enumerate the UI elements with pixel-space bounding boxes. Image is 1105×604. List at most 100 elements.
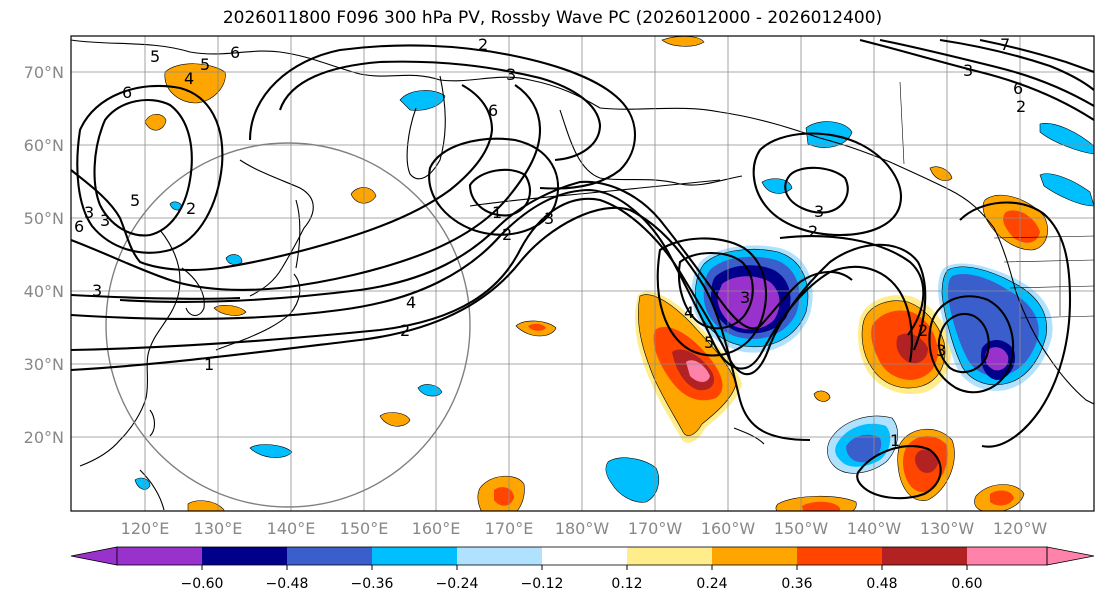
colorbar-segment [627,547,712,565]
latitude-labels: 70°N 60°N 50°N 40°N 30°N 20°N [24,63,64,447]
colorbar-segment [372,547,457,565]
contour-label: 3 [544,209,554,228]
contour-label: 4 [406,293,416,312]
pv-contour-east-arc [959,201,1072,448]
coastline-japan [215,273,301,351]
anomaly-blob-negative [846,434,882,463]
anomaly-blob-positive [915,449,938,473]
contour-label: 6 [122,83,132,102]
pv-contour-north-arc-2 [279,60,602,162]
lat-label: 40°N [24,282,64,301]
pv-contour-siberia-outer [76,84,224,254]
colorbar-segment [202,547,287,565]
pv-contour-pac-3b [656,237,768,357]
coastline-taiwan [149,409,156,437]
anomaly-blob-positive [1003,210,1040,243]
colorbar-segment [117,547,202,565]
coastline-china [79,229,181,467]
pv-contour-siberia-loop [93,98,193,237]
colorbar-extend-low [70,546,118,566]
lon-label: 130°W [920,519,975,538]
anomaly-blob-positive [528,323,546,331]
anomaly-blob-negative [605,457,659,503]
lat-label: 70°N [24,63,64,82]
coastline-korea [181,267,205,317]
contour-label-layer: 6 5 4 6 2 3 6 1 2 3 5 3 2 3 3 4 2 1 3 2 … [74,36,1026,450]
border-alaska [899,81,905,165]
coastline-sakhalin [295,199,301,269]
lat-label: 30°N [24,355,64,374]
reference-circle [105,142,471,508]
anomaly-blob-positive [661,36,705,47]
pv-contour-1 [71,206,811,442]
anomaly-blob-positive [686,360,710,382]
anomaly-blob-negative [1039,123,1094,155]
pv-contour-pac-3 [677,252,754,330]
contour-label: 5 [150,47,160,66]
coastline-siberia [71,39,601,109]
contour-label: 2 [808,222,818,241]
anomaly-blob-negative [1039,173,1094,207]
lat-label: 60°N [24,136,64,155]
colorbar-tick-label: 0.24 [696,576,727,592]
lon-label: 160°E [412,519,461,538]
contour-label: 1 [890,431,900,450]
lat-label: 50°N [24,209,64,228]
lon-label: 170°E [485,519,534,538]
colorbar-tick-label: 0.12 [611,576,642,592]
lon-label: 140°E [267,519,316,538]
anomaly-blob-positive [379,412,411,427]
colorbar-tick-label: −0.12 [521,576,564,592]
lon-label: 150°W [774,519,829,538]
contour-label: 3 [92,281,102,300]
pv-contour-north-arc [248,44,637,190]
colorbar-tick-label: −0.36 [351,576,394,592]
colorbar-segment [457,547,542,565]
coastline-west-coast [993,227,1094,405]
border-states [1003,236,1094,319]
colorbar-tick-label: 0.60 [951,576,982,592]
pv-contour-nw-4 [979,38,1094,73]
contour-label: 3 [936,341,946,360]
contour-label: 3 [740,288,750,307]
contour-label: 1 [492,203,502,222]
pv-contour-4 [119,180,853,330]
anomaly-blob-positive [929,166,953,181]
pv-contour-nw-1 [859,38,1094,121]
pv-contour-nw-2 [879,38,1094,107]
colorbar-frame [116,546,1048,566]
colorbar-segment [712,547,797,565]
contour-label: 6 [1013,79,1023,98]
anomaly-blob-positive [213,305,247,316]
pv-contour-ring [468,168,531,217]
pv-contour-layer [71,38,1094,500]
longitude-labels: 120°E 130°E 140°E 150°E 160°E 170°E 180°… [121,519,1048,538]
colorbar-segment [882,547,967,565]
colorbar-tick-label: −0.60 [181,576,224,592]
pv-contour-subtrop [856,445,942,500]
contour-label: 2 [1016,97,1026,116]
lon-label: 170°W [628,519,683,538]
figure-title: 2026011800 F096 300 hPa PV, Rossby Wave … [222,8,883,28]
pv-contour-3 [71,188,913,370]
contour-label: 3 [84,203,94,222]
contour-label: 2 [186,199,196,218]
contour-label: 6 [488,101,498,120]
anomaly-fill-layer [134,36,1094,511]
pv-contour-japan-line [71,293,241,300]
coastline-layer [71,39,1094,511]
contour-label: 3 [100,211,110,230]
colorbar-tick-label: −0.24 [436,576,479,592]
colorbar-segment [967,547,1047,565]
contour-label: 2 [502,225,512,244]
coastline-philippines [139,469,165,511]
lon-label: 120°W [993,519,1048,538]
pv-contour-east-ring [937,313,990,374]
pv-contour-gulf-2 [784,166,849,214]
anomaly-blob-negative [134,477,151,490]
lon-label: 120°E [121,519,170,538]
coastline-alaska [599,107,995,229]
contour-label: 6 [74,217,84,236]
colorbar-segment [542,547,627,565]
